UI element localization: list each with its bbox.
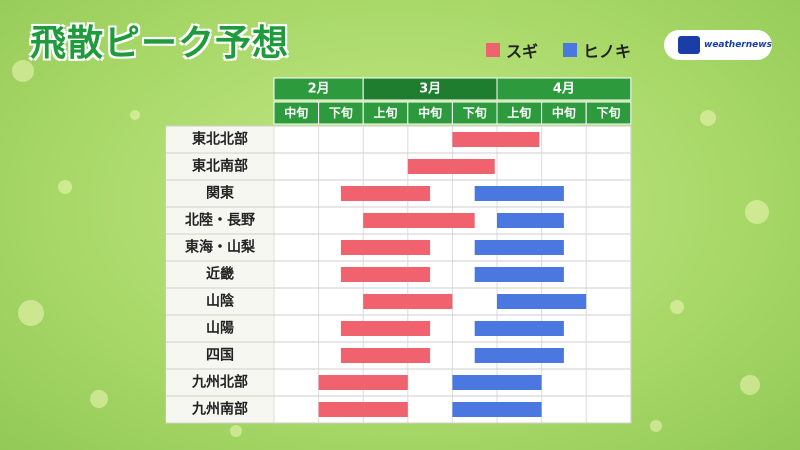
period-header-label: 中旬 (418, 105, 442, 120)
sugi-peak-bar (340, 267, 431, 282)
period-header-label: 上旬 (373, 105, 397, 120)
period-header-label: 下旬 (329, 105, 353, 120)
weathernews-logo: weathernews (664, 30, 772, 60)
region-label: 東北北部 (192, 131, 248, 148)
region-column-background (166, 126, 274, 423)
bokeh-light (700, 110, 716, 126)
region-label: 関東 (206, 185, 234, 202)
bokeh-light (740, 375, 760, 395)
hinoki-peak-bar (497, 294, 587, 309)
bokeh-light (12, 60, 34, 82)
bokeh-light (58, 180, 72, 194)
hinoki-peak-bar (474, 240, 564, 255)
bokeh-light (650, 420, 662, 432)
legend-hinoki: ヒノキ (563, 38, 631, 62)
legend-sugi: スギ (486, 38, 538, 62)
legend-hinoki-swatch (563, 43, 577, 57)
month-header-label: 3月 (419, 82, 441, 97)
bokeh-light (18, 300, 44, 326)
weathernews-logo-icon (678, 36, 700, 54)
hinoki-peak-bar (474, 321, 564, 336)
month-header-cell (496, 77, 632, 101)
bokeh-light (230, 425, 242, 437)
hinoki-peak-bar (474, 267, 564, 282)
region-label: 近畿 (206, 266, 234, 283)
page-title: 飛散ピーク予想 (30, 23, 290, 64)
region-label: 東海・山梨 (185, 239, 256, 256)
sugi-peak-bar (318, 402, 408, 417)
sugi-peak-bar (340, 240, 431, 255)
sugi-peak-bar (363, 294, 453, 309)
period-header-label: 上旬 (507, 105, 531, 120)
legend-sugi-swatch (486, 43, 500, 57)
bokeh-light (90, 390, 108, 408)
period-header-cell (585, 101, 632, 125)
hinoki-peak-bar (474, 348, 564, 363)
legend-hinoki-label: ヒノキ (583, 42, 632, 61)
hinoki-peak-bar (452, 375, 542, 390)
period-header-label: 中旬 (552, 105, 576, 120)
sugi-peak-bar (452, 132, 540, 147)
sugi-peak-bar (407, 159, 495, 174)
region-label: 北陸・長野 (185, 212, 255, 229)
region-label: 山陰 (206, 293, 235, 310)
legend-sugi-label: スギ (506, 42, 539, 61)
region-label: 九州南部 (191, 401, 248, 418)
month-header-label: 4月 (553, 82, 575, 97)
sugi-peak-bar (363, 213, 475, 228)
bokeh-light (745, 200, 769, 224)
sugi-peak-bar (318, 375, 408, 390)
region-label: 山陽 (206, 320, 234, 337)
region-label: 東北南部 (192, 158, 248, 175)
period-header-label: 下旬 (463, 105, 487, 120)
hinoki-peak-bar (497, 213, 564, 228)
region-label: 九州北部 (191, 374, 248, 391)
month-header-label: 2月 (308, 82, 330, 97)
hinoki-peak-bar (452, 402, 542, 417)
period-header-label: 下旬 (596, 105, 620, 120)
sugi-peak-bar (340, 348, 431, 363)
region-label: 四国 (206, 348, 234, 364)
bokeh-light (130, 110, 140, 120)
sugi-peak-bar (340, 321, 431, 336)
bokeh-light (670, 300, 684, 314)
sugi-peak-bar (340, 186, 431, 201)
hinoki-peak-bar (474, 186, 564, 201)
period-header-label: 中旬 (284, 105, 308, 120)
logo-text: weathernews (704, 40, 772, 50)
